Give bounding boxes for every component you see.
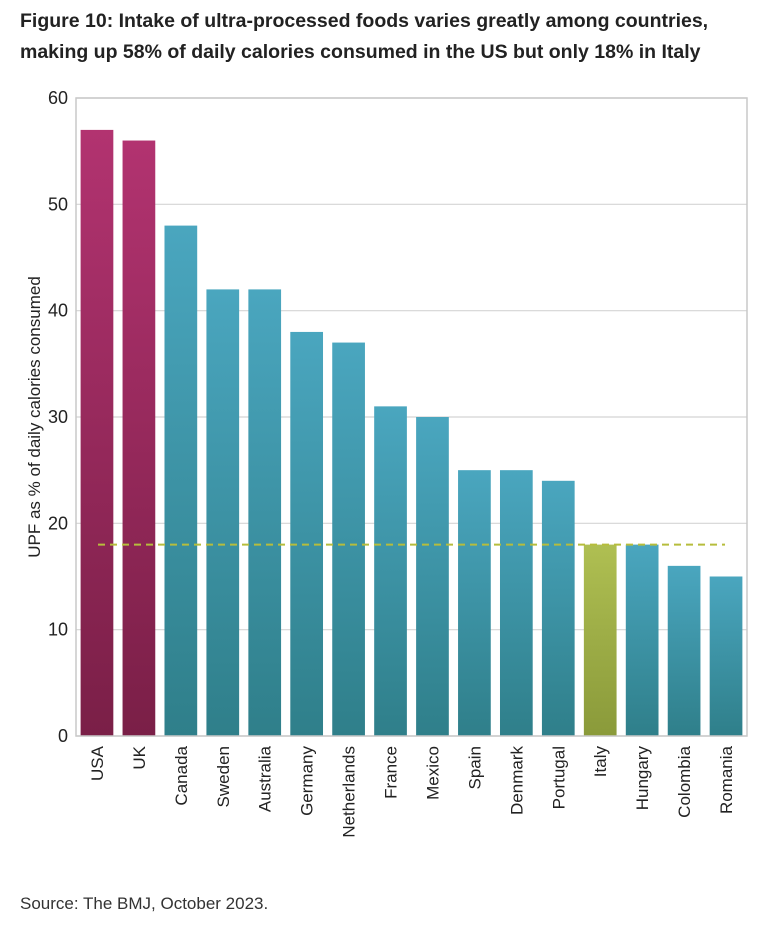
source-note: Source: The BMJ, October 2023.	[20, 894, 269, 913]
x-tick-label: USA	[88, 745, 107, 781]
y-tick-label: 30	[48, 407, 68, 427]
bar-mexico	[416, 417, 449, 736]
x-tick-label: Sweden	[214, 746, 233, 807]
bar-denmark	[499, 470, 533, 736]
bar-sweden	[206, 289, 240, 736]
bar-uk	[122, 140, 156, 737]
bar-colombia	[667, 565, 701, 736]
bar-romania	[709, 576, 743, 736]
y-tick-label: 40	[48, 301, 68, 321]
bar-canada	[164, 225, 198, 736]
x-tick-label: Netherlands	[340, 746, 359, 838]
x-tick-label: Portugal	[549, 746, 568, 809]
y-tick-label: 20	[48, 513, 68, 533]
bar-italy	[583, 544, 617, 736]
x-axis-ticks: USA UK Canada Sweden Australia Germany Netherl…	[88, 745, 736, 837]
x-tick-label: Hungary	[633, 746, 652, 811]
chart-title-line-2: making up 58% of daily calories consumed…	[20, 41, 701, 63]
bar-netherlands	[332, 342, 365, 736]
chart-title-line-1: Figure 10: Intake of ultra-processed foo…	[20, 10, 709, 32]
y-tick-label: 0	[58, 726, 68, 746]
bars	[80, 129, 743, 737]
plot-frame	[75, 97, 748, 737]
bar-france	[374, 406, 407, 736]
y-axis-label: UPF as % of daily calories consumed	[25, 276, 44, 558]
bar-portugal	[541, 480, 575, 736]
x-tick-label: Canada	[172, 745, 191, 805]
y-axis-ticks: 0 10 20 30 40 50 60	[48, 88, 68, 746]
x-tick-label: Italy	[591, 746, 610, 778]
chart-title: Figure 10: Intake of ultra-processed foo…	[20, 6, 750, 68]
bar-germany	[290, 331, 324, 736]
x-tick-label: Australia	[256, 745, 275, 812]
x-tick-label: Mexico	[423, 746, 442, 800]
x-tick-label: Colombia	[675, 745, 694, 817]
x-tick-label: Germany	[298, 746, 317, 816]
x-tick-label: UK	[130, 745, 149, 769]
bar-spain	[458, 470, 491, 736]
bar-hungary	[625, 544, 659, 736]
bar-chart: 0 10 20 30 40 50 60 USA UK Canada Sweden Australia…	[25, 88, 748, 838]
y-tick-label: 10	[48, 620, 68, 640]
bar-usa	[80, 129, 114, 736]
y-tick-label: 60	[48, 88, 68, 108]
bar-australia	[248, 289, 282, 736]
x-tick-label: Romania	[717, 745, 736, 814]
x-tick-label: France	[382, 746, 401, 799]
x-tick-label: Spain	[465, 746, 484, 789]
x-tick-label: Denmark	[507, 746, 526, 815]
y-tick-label: 50	[48, 194, 68, 214]
